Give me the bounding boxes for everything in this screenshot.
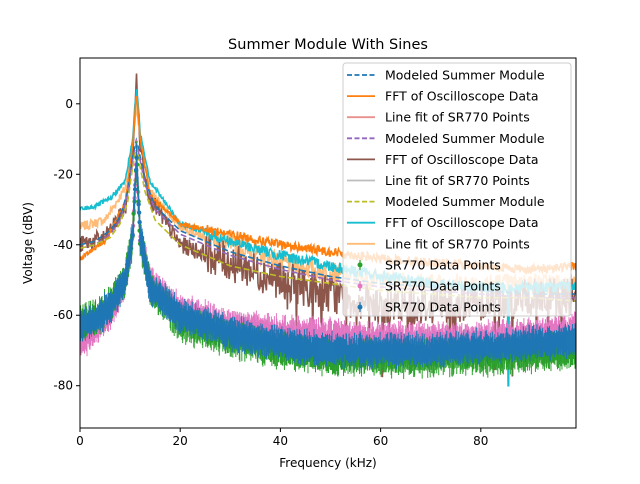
legend-entry: SR770 Data Points (357, 279, 501, 294)
y-axis-label: Voltage (dBV) (21, 202, 35, 284)
sr770-data-series (80, 143, 576, 370)
chart-title: Summer Module With Sines (228, 37, 428, 53)
legend-label: FFT of Oscilloscope Data (385, 152, 539, 167)
y-tick-label: 0 (65, 97, 73, 111)
data-point (134, 155, 139, 161)
data-point (137, 219, 142, 225)
legend: Modeled Summer Module FFT of Oscilloscope… (342, 62, 572, 317)
legend-entry: Modeled Summer Module (347, 131, 545, 146)
legend-marker-icon (357, 304, 363, 310)
data-point (136, 210, 142, 215)
modeled-series-line (80, 147, 576, 302)
legend-label: Modeled Summer Module (385, 194, 545, 209)
y-tick-label: -20 (53, 167, 73, 181)
y-tick-label: -60 (53, 308, 73, 322)
legend-label: FFT of Oscilloscope Data (385, 89, 539, 104)
data-point (136, 202, 141, 207)
x-tick-label: 60 (373, 434, 388, 448)
legend-marker-icon (357, 262, 363, 268)
x-tick-label: 80 (473, 434, 488, 448)
legend-entry: Modeled Summer Module (347, 194, 545, 209)
legend-box (342, 62, 572, 317)
legend-entry: Line fit of SR770 Points (347, 236, 530, 251)
legend-label: Line fit of SR770 Points (385, 110, 530, 125)
legend-entry: FFT of Oscilloscope Data (347, 152, 539, 167)
data-point (124, 269, 130, 274)
legend-marker-icon (357, 283, 363, 289)
legend-label: SR770 Data Points (385, 300, 501, 315)
legend-entry: FFT of Oscilloscope Data (347, 215, 539, 230)
legend-label: SR770 Data Points (385, 279, 501, 294)
legend-label: Modeled Summer Module (385, 68, 545, 83)
legend-label: Modeled Summer Module (385, 131, 545, 146)
data-point (132, 187, 138, 192)
legend-entry: Line fit of SR770 Points (347, 110, 530, 125)
x-tick-label: 40 (273, 434, 288, 448)
legend-label: FFT of Oscilloscope Data (385, 215, 539, 230)
legend-entry: SR770 Data Points (357, 300, 501, 315)
x-tick-label: 0 (76, 434, 84, 448)
plot-frame (79, 57, 577, 429)
legend-label: SR770 Data Points (385, 257, 501, 272)
legend-entry: SR770 Data Points (357, 257, 501, 272)
series-layer (80, 73, 576, 387)
legend-label: Line fit of SR770 Points (385, 173, 530, 188)
x-axis-label: Frequency (kHz) (279, 456, 376, 470)
legend-entry: Line fit of SR770 Points (347, 173, 530, 188)
legend-label: Line fit of SR770 Points (385, 236, 530, 251)
y-tick-label: -80 (53, 379, 73, 393)
axes-layer: 0 20 40 60 80 0 -20 -40 -60 -80 (53, 97, 488, 448)
y-tick-label: -40 (53, 238, 73, 252)
x-tick-label: 20 (173, 434, 188, 448)
legend-entry: Modeled Summer Module (347, 68, 545, 83)
legend-entry: FFT of Oscilloscope Data (347, 89, 539, 104)
data-point (130, 232, 135, 238)
